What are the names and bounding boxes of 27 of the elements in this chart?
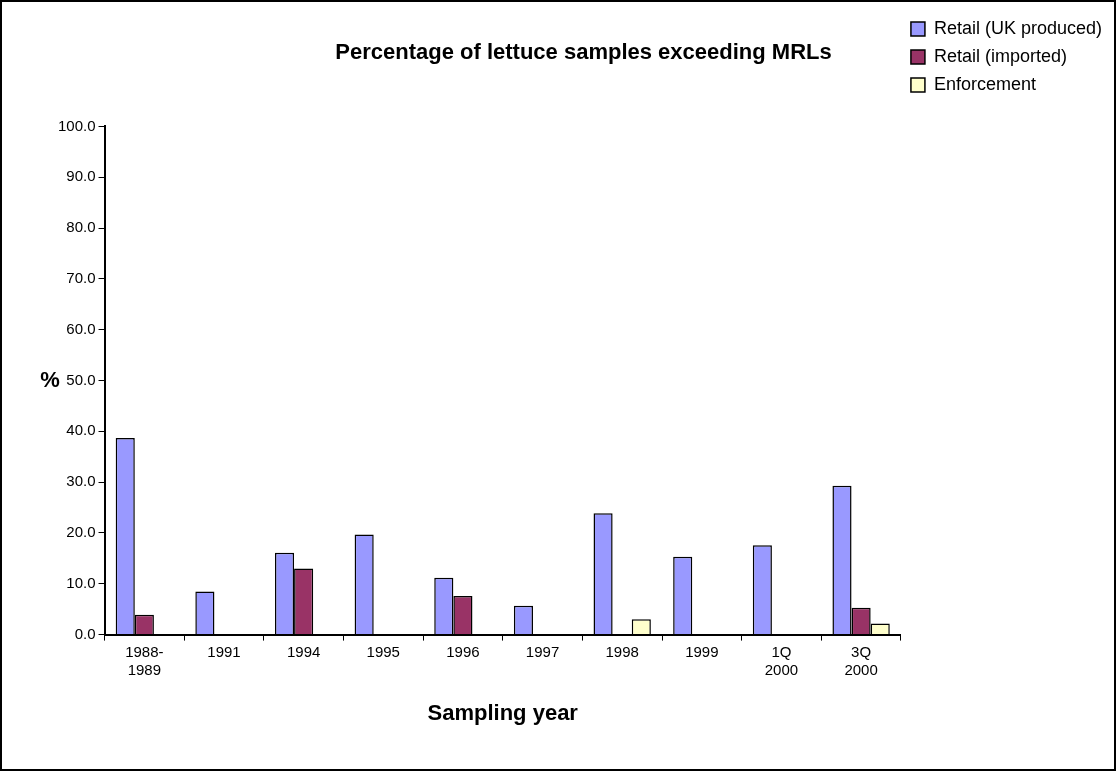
x-tick-label: 1995 [366, 642, 400, 660]
legend-label: Retail (imported) [933, 45, 1067, 66]
y-axis-title: % [40, 366, 60, 392]
y-tick-label: 40.0 [66, 421, 96, 439]
y-tick-label: 80.0 [66, 218, 96, 236]
x-tick-label: 1996 [446, 642, 480, 660]
y-tick-label: 20.0 [66, 523, 96, 541]
y-tick-label: 30.0 [66, 472, 96, 490]
x-tick-label: 1997 [525, 642, 560, 660]
x-tick-label: 1994 [286, 642, 321, 660]
chart-title: Percentage of lettuce samples exceeding MRLs [335, 39, 832, 65]
y-tick-label: 0.0 [74, 624, 96, 642]
y-tick-label: 90.0 [66, 167, 96, 185]
y-tick-label: 10.0 [66, 573, 96, 591]
y-tick-label: 70.0 [66, 269, 96, 286]
x-tick-label: 1Q 2000 [764, 642, 799, 678]
x-tick-label: 1991 [207, 642, 241, 660]
x-axis-title: Sampling year [427, 699, 579, 725]
x-tick-label: 1998 [605, 642, 639, 660]
legend-label: Retail (UK produced) [933, 17, 1102, 38]
y-tick-label: 50.0 [66, 370, 96, 388]
y-tick-label: 100.0 [57, 116, 96, 134]
x-tick-label: 1988- 1989 [125, 642, 164, 678]
legend-label: Enforcement [933, 73, 1036, 94]
x-tick-label: 3Q 2000 [844, 642, 878, 678]
x-tick-label: 1999 [685, 642, 719, 660]
y-tick-label: 60.0 [66, 319, 96, 337]
